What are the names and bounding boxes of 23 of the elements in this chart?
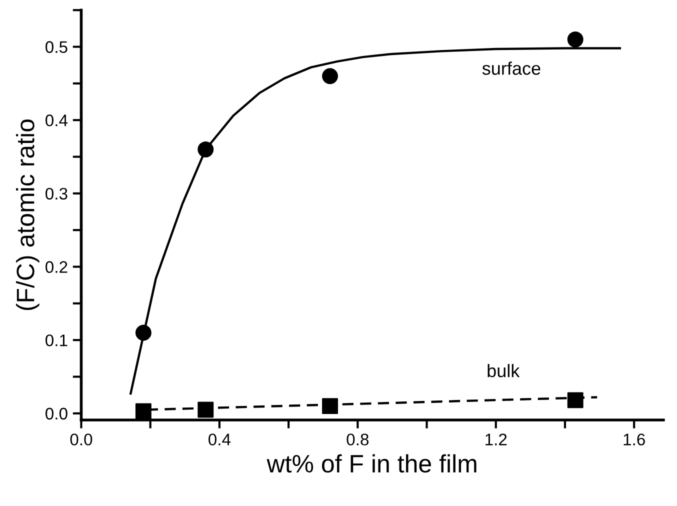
text: bulk [488,364,520,378]
point [322,398,338,414]
y-axis-title: (F/C) atomic ratio [16,120,40,310]
y-tick-label: 0.4 [46,114,68,126]
y-tick-label: 0.3 [46,188,68,200]
point [198,402,214,418]
point [322,68,338,84]
x-tick-label: 0.8 [346,434,369,446]
point [135,324,152,341]
x-axis-title: wt% of F in the film [266,454,476,473]
series-label: surface [482,62,540,75]
point [567,392,584,408]
y-tick-label: 0.2 [46,261,68,273]
x-tick-label: 0.0 [70,434,92,446]
point [198,141,214,158]
y-tick-label: 0.5 [46,41,68,53]
x-tick-label: 0.4 [208,434,231,446]
point [135,403,152,420]
x-tick-label: 1.2 [486,434,507,446]
y-tick-label: 0.0 [46,408,68,420]
point [567,31,584,48]
x-tick-label: 1.6 [624,434,645,446]
y-tick-label: 0.1 [46,334,68,346]
